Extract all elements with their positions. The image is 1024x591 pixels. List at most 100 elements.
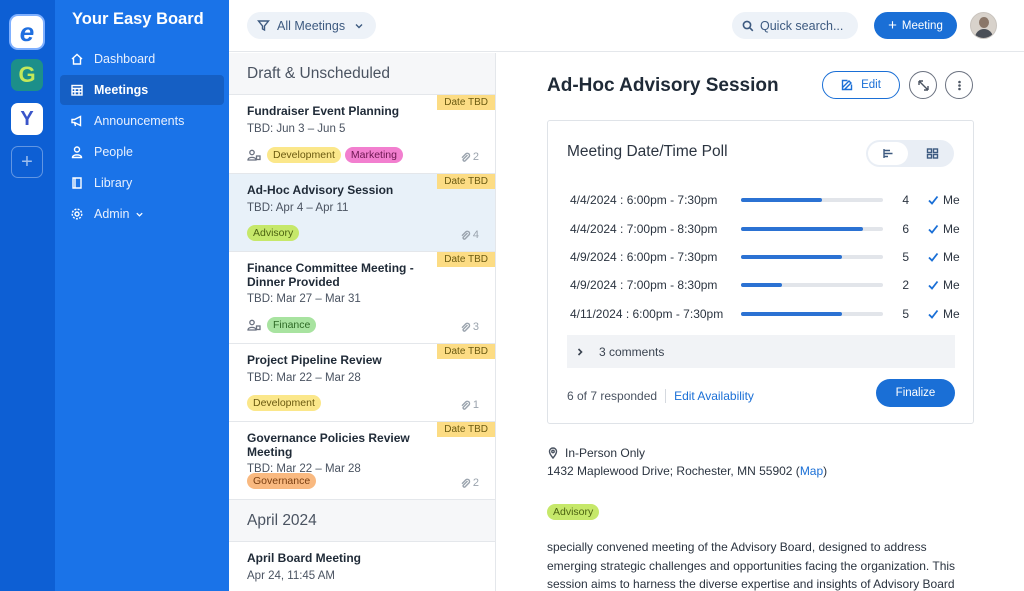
comments-toggle[interactable]: 3 comments xyxy=(567,335,955,368)
check-icon xyxy=(927,279,939,291)
finalize-button[interactable]: Finalize xyxy=(876,379,955,407)
tag-marketing: Marketing xyxy=(344,147,403,163)
poll-option-label: 4/4/2024 : 7:00pm - 8:30pm xyxy=(570,221,718,236)
quick-search xyxy=(732,12,858,39)
meeting-card[interactable]: Date TBD Finance Committee Meeting - Din… xyxy=(229,252,495,344)
edit-availability-link[interactable]: Edit Availability xyxy=(674,389,754,403)
new-meeting-button[interactable]: + Meeting xyxy=(874,12,957,39)
attachment-count: 2 xyxy=(460,477,479,489)
tag-advisory: Advisory xyxy=(547,504,600,520)
poll-option-label: 4/9/2024 : 7:00pm - 8:30pm xyxy=(570,278,718,293)
poll-option-row[interactable]: 4/4/2024 : 7:00pm - 8:30pm 6 Me xyxy=(570,214,965,242)
app-rail: e G Y + xyxy=(0,0,55,591)
attachment-count: 3 xyxy=(460,321,479,333)
sidebar-item-label: Announcements xyxy=(94,114,185,128)
my-vote-label: Me xyxy=(943,278,960,293)
g-app-icon[interactable]: G xyxy=(11,59,43,91)
location-type: In-Person Only xyxy=(565,446,646,460)
poll-options: 4/4/2024 : 6:00pm - 7:30pm 4 Me 4/4/2024 : … xyxy=(570,186,965,328)
grid-view-toggle[interactable] xyxy=(912,142,952,165)
date-tbd-badge: Date TBD xyxy=(437,252,495,267)
sidebar-item-library[interactable]: Library xyxy=(60,168,224,198)
sidebar-item-announcements[interactable]: Announcements xyxy=(60,106,224,136)
people-lock-icon xyxy=(247,318,261,332)
meeting-filter-dropdown[interactable]: All Meetings xyxy=(247,12,377,39)
meeting-title: Project Pipeline Review xyxy=(247,353,382,367)
tag-development: Development xyxy=(267,147,341,163)
vote-count: 5 xyxy=(902,249,909,264)
attachment-count: 2 xyxy=(460,151,479,163)
group-header-draft: Draft & Unscheduled xyxy=(229,53,495,95)
vote-bar xyxy=(741,283,883,288)
vote-bar xyxy=(741,226,883,231)
expand-icon xyxy=(917,79,929,91)
meeting-detail: Ad-Hoc Advisory Session Edit Meeting Dat… xyxy=(497,53,1024,591)
check-icon xyxy=(927,223,939,235)
user-avatar[interactable] xyxy=(970,12,997,39)
sidebar-item-people[interactable]: People xyxy=(60,137,224,167)
person-icon xyxy=(70,145,84,159)
my-vote-label: Me xyxy=(943,249,960,264)
my-vote-label: Me xyxy=(943,193,960,208)
meeting-card[interactable]: Date TBD Fundraiser Event Planning TBD: … xyxy=(229,95,495,174)
my-vote-label: Me xyxy=(943,221,960,236)
page-title: Ad-Hoc Advisory Session xyxy=(547,75,779,96)
address: 1432 Maplewood Drive; Rochester, MN 5590… xyxy=(547,464,793,478)
more-options-button[interactable] xyxy=(945,71,973,99)
sidebar: Your Easy Board Dashboard Meetings Annou… xyxy=(55,0,229,591)
tag-advisory: Advisory xyxy=(247,225,300,241)
meeting-date: TBD: Mar 27 – Mar 31 xyxy=(247,293,361,305)
map-link[interactable]: Map xyxy=(799,464,824,478)
calendar-icon xyxy=(70,83,84,97)
meeting-title: Fundraiser Event Planning xyxy=(247,104,400,118)
comments-label: 3 comments xyxy=(599,344,665,359)
chevron-right-icon xyxy=(577,347,583,356)
more-vertical-icon xyxy=(957,80,961,90)
paperclip-icon xyxy=(461,230,471,240)
view-toggle xyxy=(866,140,954,167)
my-vote-label: Me xyxy=(943,306,960,321)
meeting-date: TBD: Apr 4 – Apr 11 xyxy=(247,201,349,214)
poll-option-row[interactable]: 4/9/2024 : 6:00pm - 7:30pm 5 Me xyxy=(570,243,965,271)
attachment-count: 1 xyxy=(460,399,479,411)
meeting-date: Apr 24, 11:45 AM xyxy=(247,569,336,582)
meeting-card[interactable]: April Board Meeting Apr 24, 11:45 AM xyxy=(229,542,495,591)
search-input[interactable] xyxy=(760,18,852,33)
sidebar-nav: Dashboard Meetings Announcements People … xyxy=(60,44,224,230)
group-header-april: April 2024 xyxy=(229,500,495,542)
gear-icon xyxy=(70,207,84,221)
plus-icon: + xyxy=(888,17,897,34)
add-app-button[interactable]: + xyxy=(11,146,43,178)
poll-option-row[interactable]: 4/11/2024 : 6:00pm - 7:30pm 5 Me xyxy=(570,300,965,328)
divider xyxy=(665,389,667,403)
check-icon xyxy=(927,308,939,320)
search-icon xyxy=(742,20,754,31)
poll-option-row[interactable]: 4/9/2024 : 7:00pm - 8:30pm 2 Me xyxy=(570,271,965,299)
sidebar-item-meetings[interactable]: Meetings xyxy=(60,75,224,105)
expand-button[interactable] xyxy=(909,71,937,99)
sidebar-item-label: Admin xyxy=(94,207,130,221)
meeting-card[interactable]: Date TBD Project Pipeline Review TBD: Ma… xyxy=(229,344,495,422)
edit-button[interactable]: Edit xyxy=(822,71,900,99)
y-app-icon[interactable]: Y xyxy=(11,103,43,135)
vote-bar-fill xyxy=(741,283,782,288)
meeting-card-selected[interactable]: Date TBD Ad-Hoc Advisory Session TBD: Ap… xyxy=(229,174,495,252)
sidebar-item-admin[interactable]: Admin xyxy=(60,199,224,229)
paperclip-icon xyxy=(461,400,471,410)
poll-option-row[interactable]: 4/4/2024 : 6:00pm - 7:30pm 4 Me xyxy=(570,186,965,214)
sidebar-item-dashboard[interactable]: Dashboard xyxy=(60,44,224,74)
chevron-down-icon xyxy=(135,210,144,219)
date-tbd-badge: Date TBD xyxy=(437,344,495,359)
meeting-description: specially convened meeting of the Adviso… xyxy=(547,540,956,591)
filter-label: All Meetings xyxy=(277,18,346,33)
meeting-date: TBD: Jun 3 – Jun 5 xyxy=(247,122,346,135)
poll-title: Meeting Date/Time Poll xyxy=(567,143,728,160)
meeting-card[interactable]: Date TBD Governance Policies Review Meet… xyxy=(229,422,495,500)
poll-option-label: 4/9/2024 : 6:00pm - 7:30pm xyxy=(570,249,718,264)
paperclip-icon xyxy=(461,152,471,162)
top-bar: All Meetings + Meeting xyxy=(229,0,1024,52)
easy-board-app-icon[interactable]: e xyxy=(11,16,43,48)
list-view-toggle[interactable] xyxy=(868,142,908,165)
vote-bar-fill xyxy=(741,311,843,316)
tag-governance: Governance xyxy=(247,473,317,489)
